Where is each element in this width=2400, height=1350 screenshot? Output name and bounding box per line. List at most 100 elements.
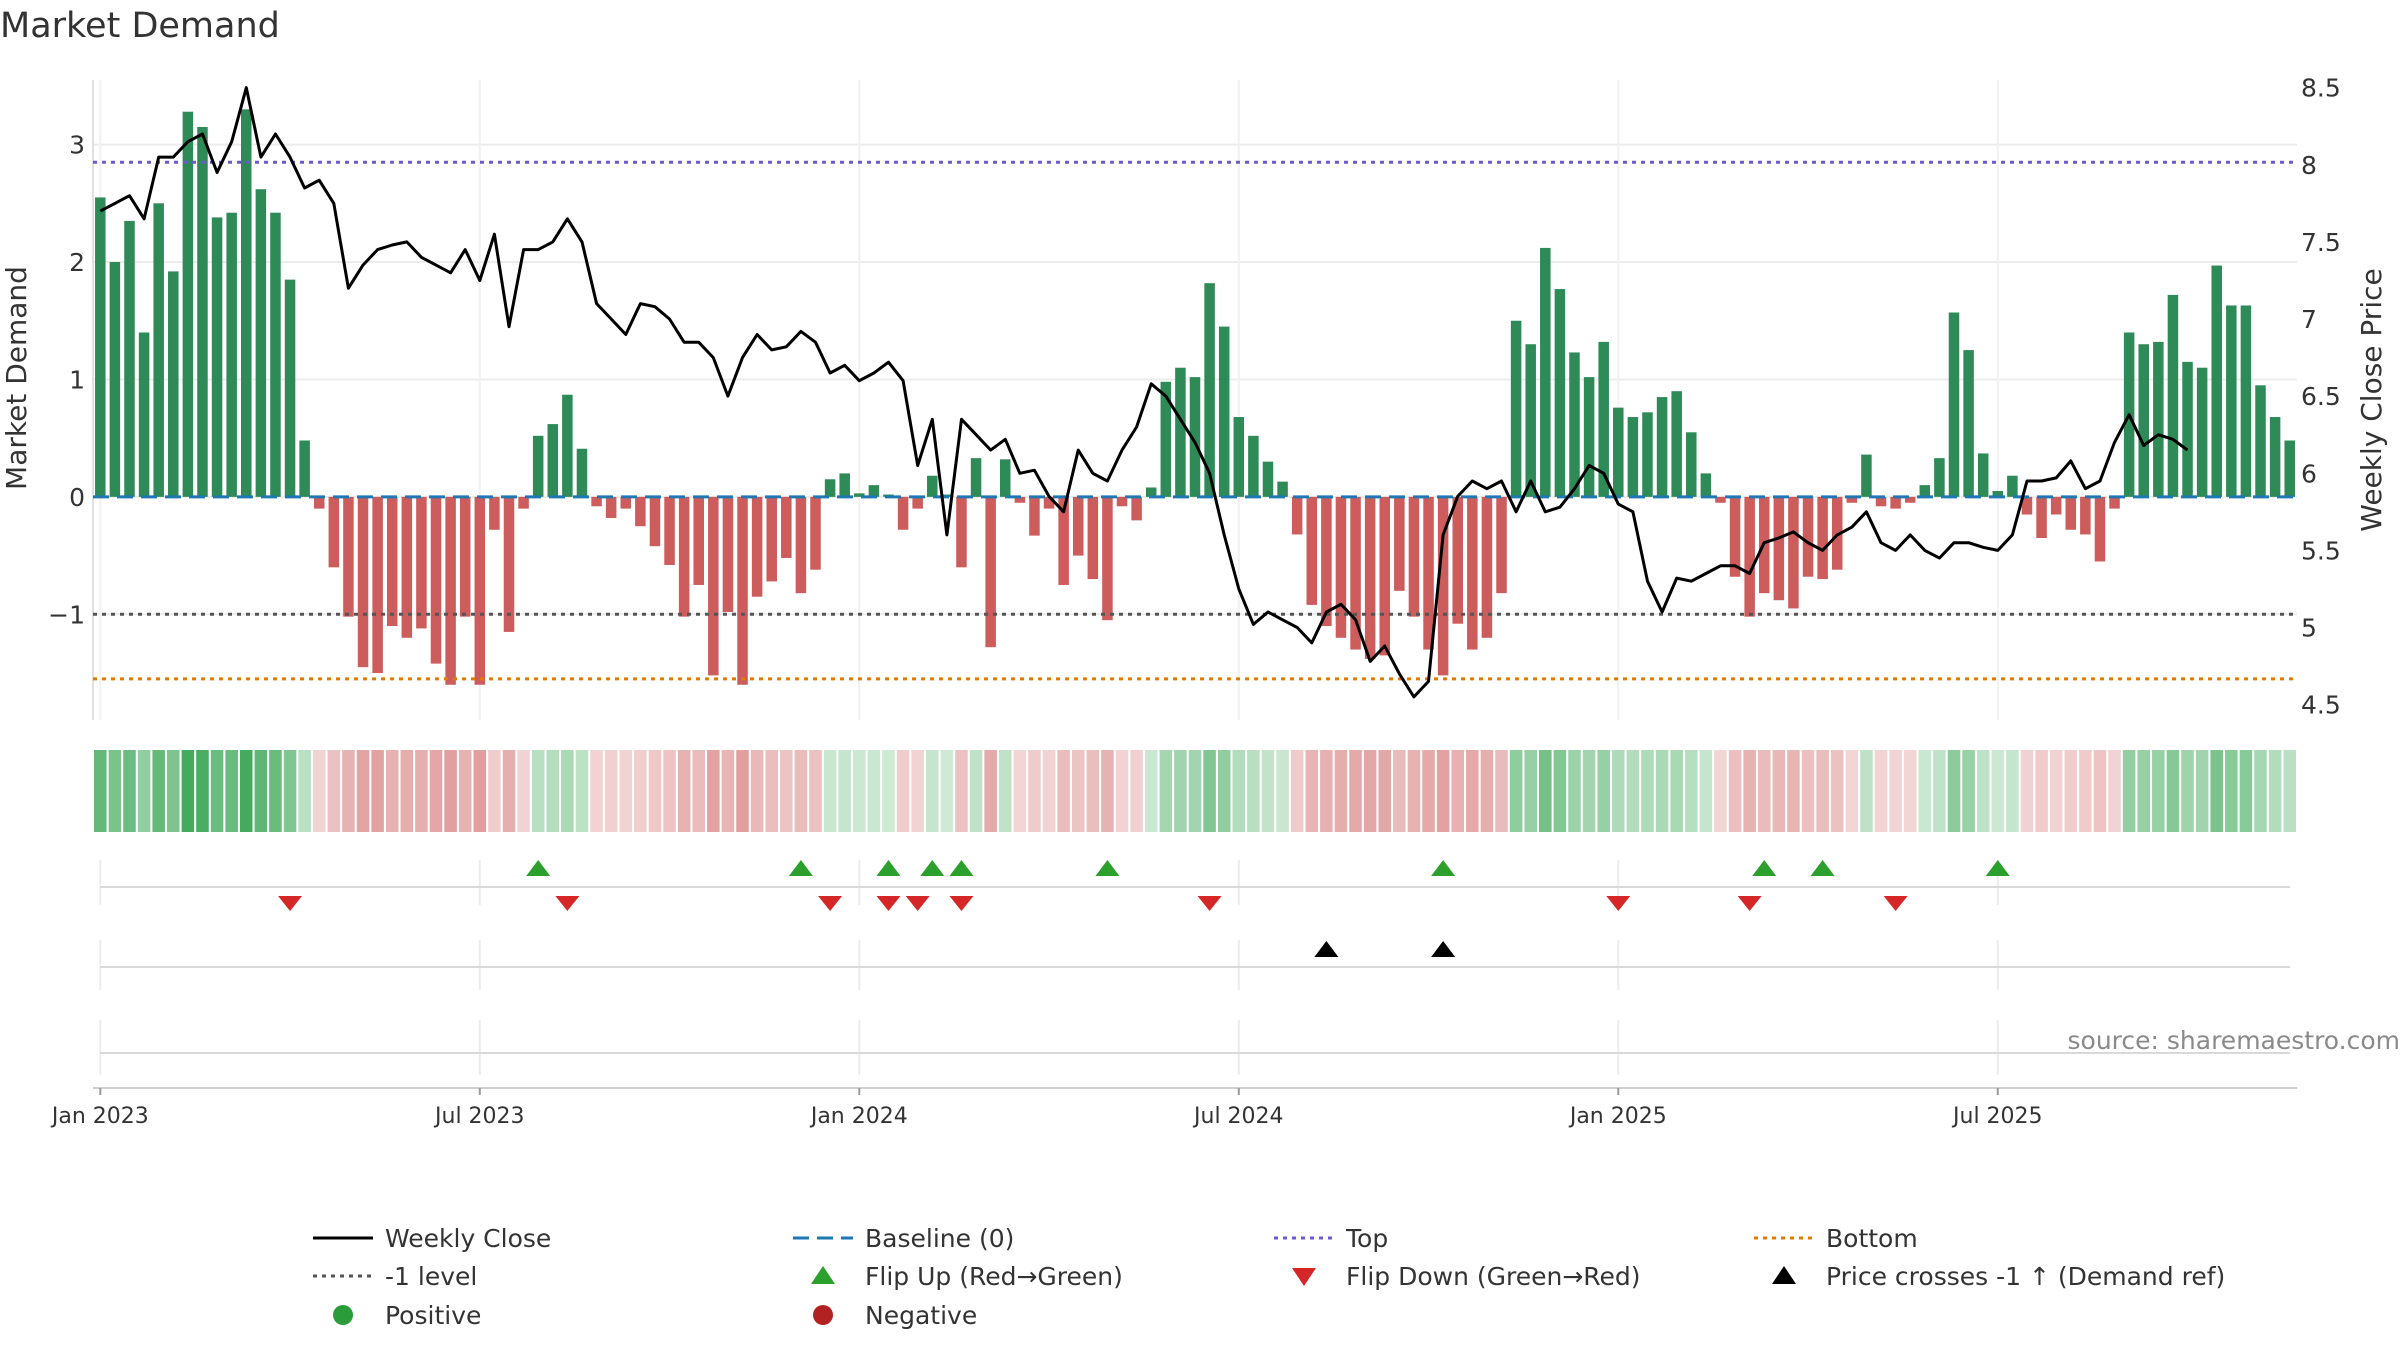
source-note: source: sharemaestro.com [2068, 1026, 2400, 1055]
bar-positive [1642, 412, 1653, 497]
bar-negative [2036, 496, 2047, 538]
bar-positive [1992, 491, 2004, 497]
bar-positive [211, 217, 223, 497]
bar-negative [401, 496, 413, 638]
heat-cell-negative [1903, 750, 1917, 832]
heat-cell-positive [1947, 750, 1961, 832]
heat-cell-negative [2108, 750, 2121, 832]
bar-negative [605, 496, 617, 519]
heat-cell-positive [1612, 750, 1625, 832]
heat-cell-positive [2181, 750, 2194, 832]
heat-cell-negative [1436, 750, 1450, 832]
heat-cell-positive [1174, 750, 1187, 832]
heat-cell-positive [1188, 750, 1202, 832]
heat-cell-negative [1801, 750, 1815, 832]
heat-cell-positive [239, 750, 253, 832]
bar-positive [2182, 361, 2193, 497]
heat-cell-negative [1772, 750, 1786, 832]
heat-cell-negative [1728, 750, 1742, 832]
heat-cell-positive [283, 750, 297, 832]
bar-negative [1335, 496, 1347, 638]
heat-cell-negative [2079, 750, 2092, 832]
heat-cell-negative [1320, 750, 1333, 832]
heat-cell-positive [1203, 750, 1216, 832]
bar-positive [2255, 385, 2266, 497]
heat-cell-negative [1028, 750, 1041, 832]
left-tick-label: 2 [69, 248, 85, 277]
legend-item: Baseline (0) [793, 1224, 1014, 1253]
heat-cell-negative [1378, 750, 1392, 832]
heat-cell-positive [254, 750, 268, 832]
legend-swatch [333, 1305, 353, 1325]
bar-negative [343, 496, 354, 617]
bar-negative [1350, 496, 1361, 650]
bar-negative [1102, 496, 1113, 621]
heat-cell-positive [167, 750, 180, 832]
heat-cell-negative [1845, 750, 1859, 832]
bar-positive [1583, 377, 1595, 497]
bar-positive [2269, 417, 2281, 497]
heat-cell-positive [2254, 750, 2267, 832]
heat-cell-negative [1743, 750, 1756, 832]
heat-cell-negative [955, 750, 968, 832]
heat-cell-positive [94, 750, 107, 832]
bar-negative [357, 496, 369, 668]
legend-item: -1 level [313, 1262, 477, 1291]
bar-negative [459, 496, 471, 617]
right-tick-label: 8 [2301, 151, 2317, 180]
heat-cell-negative [327, 750, 341, 832]
bar-positive [1145, 487, 1157, 497]
legend-item: Price crosses -1 ↑ (Demand ref) [1772, 1262, 2225, 1291]
bar-positive [2240, 305, 2252, 497]
flip-up-marker [1752, 860, 1777, 876]
legend-swatch [1772, 1266, 1796, 1284]
heat-cell-negative [2020, 750, 2034, 832]
heat-cell-positive [1553, 750, 1567, 832]
heat-cell-negative [473, 750, 487, 832]
heat-cell-negative [1757, 750, 1771, 832]
bar-positive [284, 279, 296, 497]
bar-negative [1306, 496, 1318, 605]
bar-negative [1846, 496, 1858, 503]
bar-positive [1175, 367, 1186, 497]
heat-cell-positive [152, 750, 165, 832]
heat-cell-negative [2093, 750, 2107, 832]
heat-cell-positive [210, 750, 224, 832]
heat-cell-negative [1451, 750, 1465, 832]
legend-label: Bottom [1826, 1224, 1918, 1253]
flip-down-marker [555, 896, 580, 911]
right-tick-label: 6 [2301, 459, 2317, 488]
heat-cell-positive [1276, 750, 1289, 832]
bar-positive [182, 111, 194, 497]
x-tick-label: Jan 2023 [50, 1104, 149, 1129]
heat-cell-negative [2035, 750, 2048, 832]
heat-cell-positive [575, 750, 589, 832]
heat-cell-positive [225, 750, 238, 832]
left-axis: −1 0 1 2 3 [48, 131, 85, 630]
flip-down-marker [949, 896, 974, 911]
legend: Weekly Close Baseline (0) Top Bottom -1 leve… [313, 1224, 2225, 1330]
bar-negative [751, 496, 763, 597]
flip-up-marker [949, 860, 974, 876]
bar-positive [868, 485, 880, 497]
heat-cell-positive [867, 750, 881, 832]
bar-negative [1817, 496, 1828, 580]
heat-cell-positive [1568, 750, 1581, 832]
bar-positive [824, 479, 836, 497]
bar-negative [1043, 496, 1055, 509]
heat-cell-positive [882, 750, 895, 832]
heat-cell-positive [1860, 750, 1873, 832]
bar-negative [1744, 496, 1755, 617]
flip-markers-panel [99, 860, 2290, 911]
heat-cell-positive [2152, 750, 2165, 832]
flip-down-marker [1883, 896, 1908, 911]
bar-negative [1408, 496, 1420, 617]
x-tick-label: Jul 2025 [1951, 1104, 2043, 1129]
bar-negative [503, 496, 515, 632]
bar-negative [2109, 496, 2120, 509]
legend-label: Price crosses -1 ↑ (Demand ref) [1826, 1262, 2225, 1291]
legend-label: -1 level [385, 1262, 477, 1291]
bar-negative [430, 496, 442, 664]
heat-cell-negative [1816, 750, 1829, 832]
